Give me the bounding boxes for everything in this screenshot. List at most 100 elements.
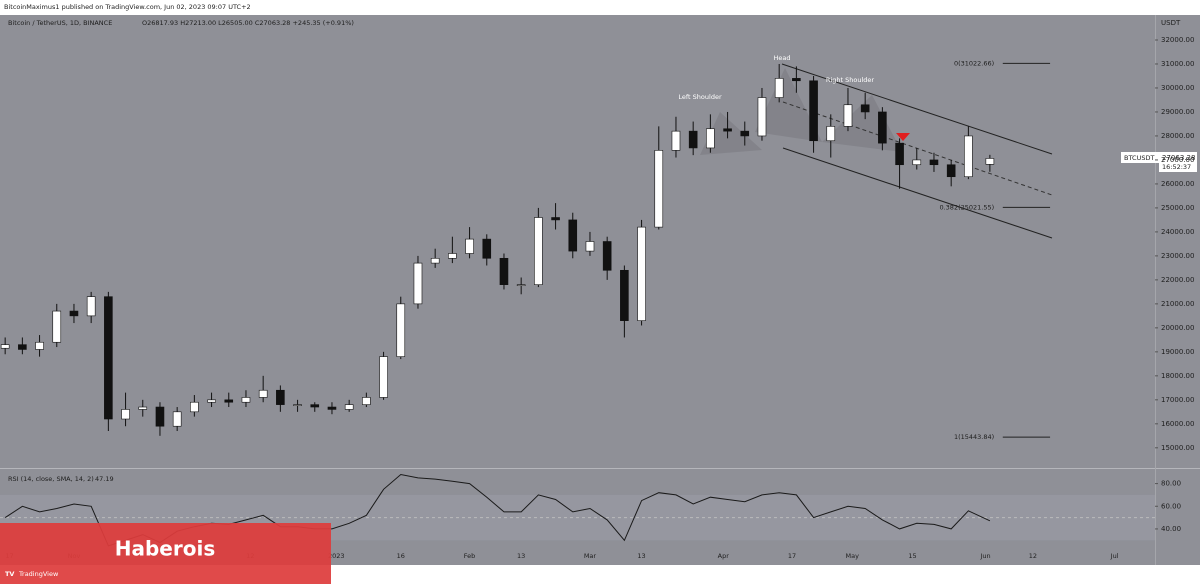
- candle-body: [964, 135, 973, 178]
- ohlc-legend: O26817.93 H27213.00 L26505.00 C27063.28 …: [142, 19, 354, 27]
- y-tick-label: 40.00: [1161, 525, 1181, 533]
- candle-body: [155, 406, 165, 427]
- candle-body: [138, 406, 148, 410]
- candle-body: [602, 241, 612, 271]
- y-tick-label: 27000.00: [1161, 156, 1194, 164]
- x-tick-label: Jun: [979, 552, 990, 560]
- fib-label: 1(15443.84): [954, 433, 994, 441]
- candle-body: [121, 409, 130, 420]
- pattern-label: Head: [774, 54, 791, 62]
- y-tick-label: 26000.00: [1161, 180, 1194, 188]
- shoulder-shade: [700, 112, 762, 155]
- candle-body: [757, 97, 767, 137]
- candle-body: [276, 389, 285, 405]
- watermark: Haberois: [115, 537, 215, 561]
- candle-body: [310, 404, 320, 408]
- x-tick-label: 2023: [328, 552, 345, 560]
- x-tick-label: 15: [908, 552, 916, 560]
- y-tick-label: 15000.00: [1161, 444, 1194, 452]
- channel-line: [782, 147, 1053, 239]
- brand-logo: TV: [5, 570, 14, 578]
- candle-body: [190, 401, 199, 413]
- candle-body: [551, 217, 560, 221]
- candle-body: [534, 217, 543, 285]
- candle-body: [516, 284, 526, 286]
- candle-body: [344, 404, 354, 410]
- y-tick-label: 29000.00: [1161, 108, 1194, 116]
- candle-body: [258, 389, 268, 398]
- candle-body: [224, 399, 234, 403]
- y-tick-label: 19000.00: [1161, 348, 1194, 356]
- y-tick-label: 24000.00: [1161, 228, 1194, 236]
- candle-body: [620, 269, 629, 321]
- candle-body: [774, 78, 784, 98]
- symbol-label: BTCUSDT: [1124, 154, 1154, 162]
- rsi-value: 47.19: [95, 475, 114, 483]
- chart-background: [0, 15, 1200, 565]
- candle-body: [637, 226, 646, 321]
- candle-body: [946, 164, 956, 178]
- head-shade: [755, 68, 822, 142]
- symbol-box: [1121, 152, 1159, 163]
- y-tick-label: 23000.00: [1161, 252, 1194, 260]
- y-tick-label: 31000.00: [1161, 60, 1194, 68]
- x-tick-label: 16: [397, 552, 405, 560]
- candle-body: [396, 303, 406, 357]
- candle-body: [86, 296, 96, 317]
- candle-body: [104, 296, 113, 420]
- candle-body: [740, 130, 750, 137]
- candle-body: [35, 341, 44, 350]
- channel-line: [781, 63, 1053, 155]
- y-tick-label: 22000.00: [1161, 276, 1194, 284]
- candle-body: [482, 238, 492, 259]
- last-price: 27063.28: [1162, 154, 1195, 162]
- candle-body: [52, 310, 62, 343]
- candle-body: [568, 219, 578, 252]
- candle-body: [792, 78, 801, 82]
- x-tick-label: 17: [788, 552, 796, 560]
- axis-label: USDT: [1161, 19, 1181, 27]
- candle-body: [706, 128, 715, 149]
- candle-body: [499, 257, 509, 285]
- y-tick-label: 28000.00: [1161, 132, 1194, 140]
- x-tick-label: 13: [517, 552, 525, 560]
- candle-body: [654, 150, 664, 228]
- candle-body: [172, 411, 182, 427]
- pattern-label: Right Shoulder: [826, 76, 874, 84]
- candle-body: [241, 397, 251, 403]
- x-tick-label: 13: [637, 552, 645, 560]
- candle-body: [878, 111, 887, 144]
- y-tick-label: 25000.00: [1161, 204, 1194, 212]
- signal-marker: [896, 133, 910, 141]
- candle-body: [413, 262, 423, 305]
- price-box: [1159, 152, 1197, 172]
- candle-body: [809, 80, 818, 142]
- candle-body: [69, 310, 79, 317]
- countdown: 16:52:37: [1162, 163, 1191, 171]
- x-tick-label: May: [846, 552, 860, 560]
- candle-body: [912, 159, 922, 166]
- y-tick-label: 60.00: [1161, 502, 1181, 510]
- candle-body: [985, 158, 995, 165]
- candle-body: [585, 241, 595, 252]
- fib-label: 0.382(25021.55): [939, 203, 994, 211]
- candle-body: [843, 104, 853, 127]
- y-tick-label: 21000.00: [1161, 300, 1194, 308]
- y-tick-label: 17000.00: [1161, 396, 1194, 404]
- x-tick-label: Jul: [1110, 552, 1119, 560]
- candle-body: [723, 128, 732, 132]
- candle-body: [18, 344, 27, 350]
- watermark-banner: [0, 523, 331, 584]
- candle-body: [826, 126, 836, 142]
- candle-body: [327, 406, 337, 410]
- candle-body: [671, 130, 681, 151]
- x-tick-label: 12: [1029, 552, 1037, 560]
- x-tick-label: Feb: [464, 552, 476, 560]
- candle-body: [379, 356, 388, 398]
- x-tick-label: Apr: [718, 552, 730, 560]
- rsi-title: RSI (14, close, SMA, 14, 2): [8, 475, 94, 483]
- x-tick-label: Mar: [584, 552, 597, 560]
- y-tick-label: 30000.00: [1161, 84, 1194, 92]
- fib-label: 0(31022.66): [954, 59, 994, 67]
